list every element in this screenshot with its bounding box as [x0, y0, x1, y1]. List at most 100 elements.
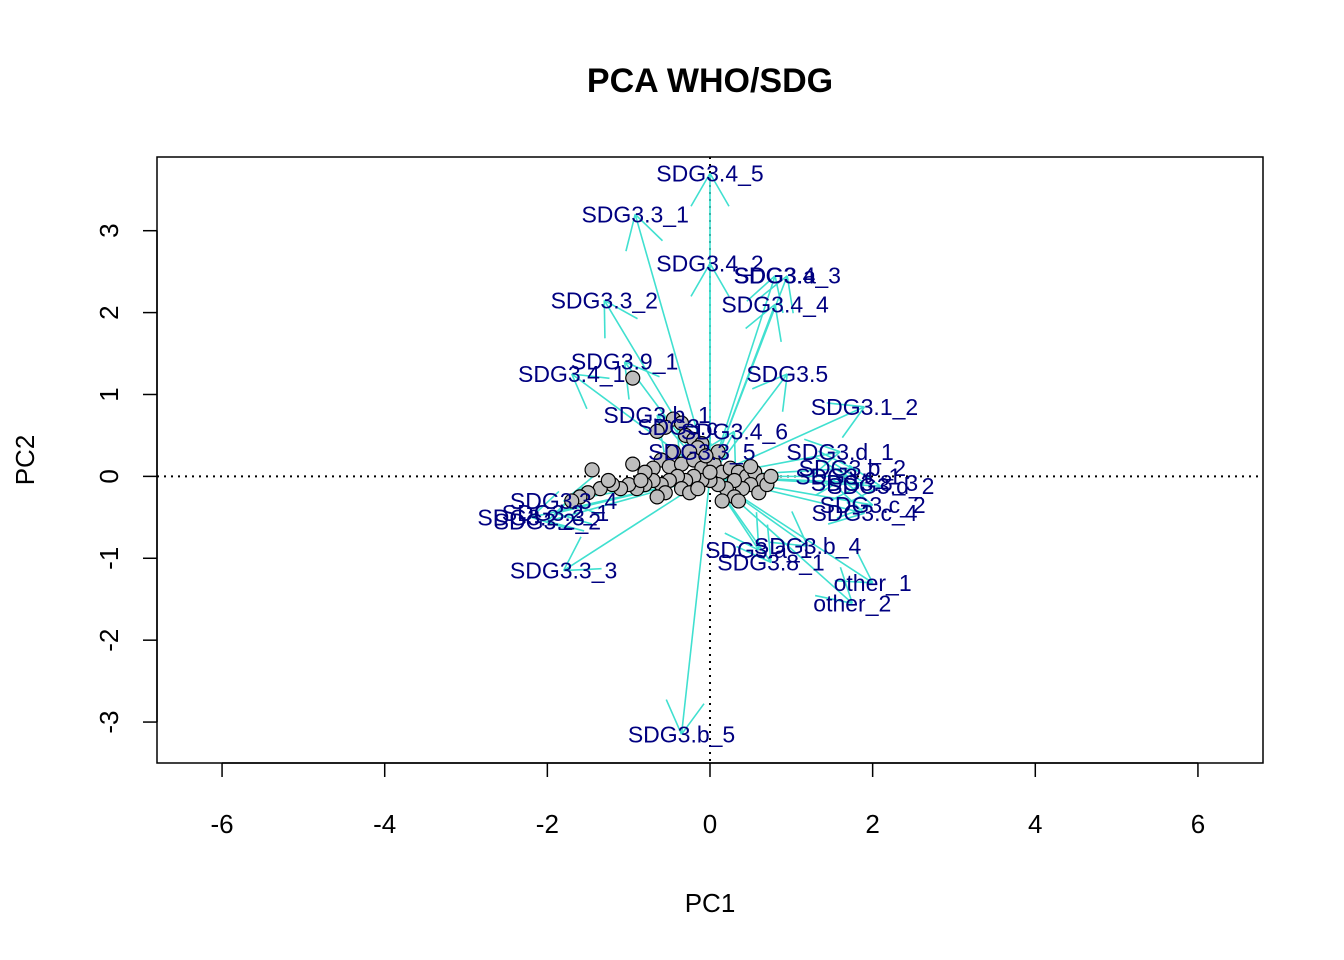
loading-label: SDG3.3_5: [648, 439, 755, 465]
arrow-head: [603, 299, 638, 320]
y-tick-label: -2: [94, 629, 124, 652]
arrow-head: [603, 300, 606, 339]
arrow-head: [803, 438, 841, 453]
arrow-head: [571, 373, 588, 410]
loading-label: SDG3.c_2: [820, 492, 926, 518]
arrow-head: [690, 263, 711, 297]
loading-arrow: [680, 476, 711, 735]
arrow-head: [530, 490, 560, 518]
x-axis-label: PC1: [685, 888, 736, 918]
arrow-head: [854, 548, 874, 584]
arrow-head: [530, 516, 568, 530]
loading-label: SDG3.3_3: [510, 558, 617, 584]
arrow-head: [839, 566, 854, 604]
y-tick-label: 2: [94, 305, 124, 319]
chart-title: PCA WHO/SDG: [587, 62, 833, 100]
arrow-head: [832, 461, 865, 484]
score-point: [665, 444, 682, 460]
loading-label: SDG3.c_1: [795, 463, 901, 489]
loading-arrow: [709, 275, 776, 477]
loading-label: SDG3.8_1: [717, 549, 824, 575]
score-point: [649, 423, 665, 439]
arrow-head: [774, 275, 784, 314]
arrow-head: [563, 567, 602, 572]
score-point: [625, 370, 641, 386]
loading-arrow: [634, 214, 711, 477]
score-point: [625, 456, 641, 472]
loading-label: SDG3.a: [734, 263, 816, 289]
loading-label: SDG3.b_1: [603, 402, 710, 428]
score-point: [564, 493, 580, 509]
score-point: [763, 468, 779, 484]
score-points: [564, 370, 779, 509]
arrow-head: [745, 303, 776, 330]
arrow-head: [848, 464, 882, 487]
arrow-head: [841, 406, 866, 439]
score-point: [743, 458, 759, 475]
loading-label: SDG3.4_5: [656, 160, 763, 186]
loading-label: SDG3.2_2: [494, 508, 601, 534]
loading-label: SDG3.5: [746, 361, 828, 387]
arrow-head: [757, 275, 788, 301]
loading-label: SDG3.4_3: [734, 263, 841, 289]
loading-label: SDG3.3_4: [510, 488, 618, 514]
arrow-head: [781, 373, 789, 412]
score-point: [702, 464, 718, 480]
loading-label: SDG3.b_4: [754, 533, 862, 559]
arrow-head: [709, 263, 730, 297]
loading-label: SDG3.4_4: [721, 291, 829, 317]
loading-label: SDG3.c_4: [811, 500, 917, 526]
arrow-head: [751, 373, 788, 390]
x-axis: -6 -4 -2 0 2 4 6: [210, 762, 1205, 839]
loading-label: SDG3.4_1: [518, 361, 625, 387]
loading-label: other_2: [813, 590, 891, 616]
loading-label: SDG3.b_2: [799, 455, 906, 481]
y-axis-label: PC2: [10, 435, 40, 486]
arrow-head: [827, 512, 865, 525]
loading-label: SDG3.2_3: [477, 504, 584, 530]
arrow-head: [834, 579, 873, 584]
arrow-head: [826, 402, 865, 408]
arrow-head: [830, 482, 865, 502]
loading-label: SDG3.8_3: [811, 470, 918, 496]
score-point: [730, 493, 747, 509]
score-point: [690, 481, 706, 497]
loading-label: SDG3.1_2: [811, 394, 918, 420]
arrow-head: [791, 511, 809, 547]
y-tick-label: 0: [94, 469, 124, 483]
arrow-head: [846, 485, 882, 504]
loading-label: SDG3.9_1: [571, 349, 678, 375]
arrow-head: [562, 536, 582, 571]
arrow-head: [555, 512, 593, 525]
arrow-head: [665, 699, 683, 735]
arrow-head: [690, 172, 711, 207]
score-point: [600, 472, 616, 489]
loading-label: SDG3.d_1: [786, 439, 893, 465]
arrow-head: [624, 360, 660, 378]
y-tick-label: 3: [94, 223, 124, 237]
arrow-head: [843, 480, 874, 506]
arrow-head: [814, 456, 849, 478]
x-tick-label: -6: [210, 809, 233, 839]
x-tick-label: 6: [1191, 809, 1205, 839]
arrow-head: [709, 172, 730, 207]
loading-label: SDG3.b_5: [628, 721, 735, 747]
x-tick-label: -2: [536, 809, 559, 839]
loading-label: SDG3.3_2: [551, 287, 658, 313]
y-tick-label: 1: [94, 387, 124, 401]
loading-label: SDG3.4_2: [656, 250, 763, 276]
x-tick-label: 2: [865, 809, 879, 839]
x-tick-label: -4: [373, 809, 396, 839]
loading-arrow: [709, 373, 788, 477]
loading-label: SDG3.a_1: [705, 537, 812, 563]
score-point: [633, 472, 649, 489]
x-tick-label: 0: [703, 809, 717, 839]
arrow-head: [814, 594, 853, 605]
arrow-head: [724, 532, 760, 551]
arrow-head: [774, 304, 782, 343]
arrow-head: [625, 214, 636, 252]
loading-label: SDG3.3_1: [581, 201, 688, 227]
score-point: [649, 489, 665, 505]
y-tick-label: -1: [94, 547, 124, 570]
